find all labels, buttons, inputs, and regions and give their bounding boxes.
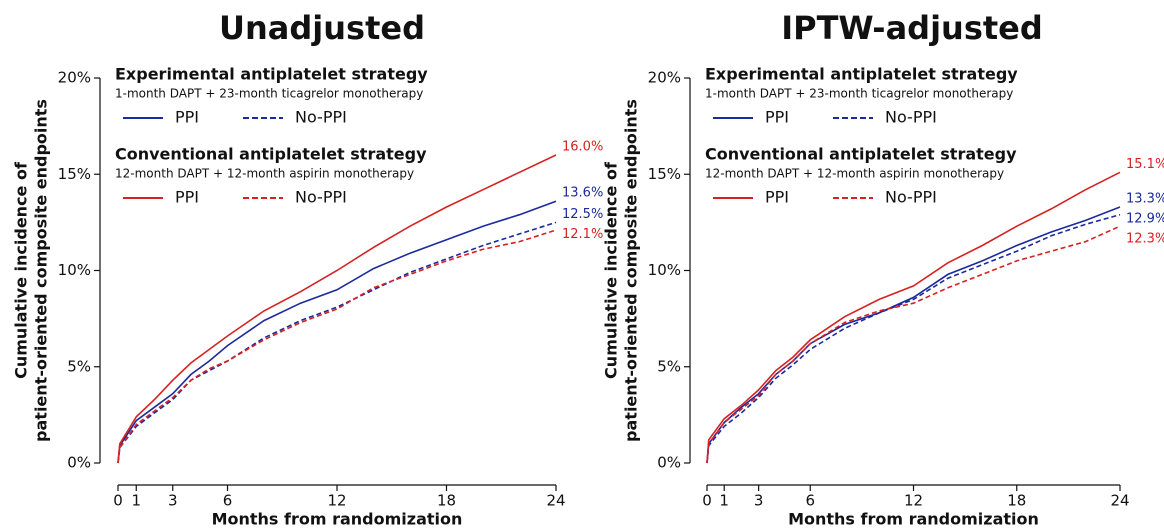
end-label: 16.0% bbox=[562, 140, 603, 155]
legend-group-title: Conventional antiplatelet strategy bbox=[705, 145, 1017, 164]
end-label: 12.5% bbox=[562, 207, 603, 222]
x-axis-label: Months from randomization bbox=[212, 510, 463, 529]
legend-label: PPI bbox=[765, 188, 789, 207]
x-tick-label: 18 bbox=[437, 492, 456, 510]
x-tick-label: 0 bbox=[113, 492, 123, 510]
x-tick-label: 18 bbox=[1007, 492, 1026, 510]
y-tick-label: 20% bbox=[58, 69, 91, 87]
legend-label: No-PPI bbox=[295, 188, 347, 207]
x-tick-label: 12 bbox=[904, 492, 923, 510]
y-tick-label: 0% bbox=[67, 454, 91, 472]
legend-group-title: Conventional antiplatelet strategy bbox=[115, 145, 427, 164]
legend-group-subtitle: 1-month DAPT + 23-month ticagrelor monot… bbox=[705, 87, 1013, 101]
series-line bbox=[117, 229, 557, 464]
series-line bbox=[117, 221, 557, 464]
x-tick-label: 6 bbox=[223, 492, 233, 510]
y-tick-label: 20% bbox=[648, 69, 681, 87]
y-tick-label: 5% bbox=[657, 357, 681, 375]
legend-label: PPI bbox=[765, 108, 789, 127]
legend-label: PPI bbox=[175, 108, 199, 127]
x-tick-label: 1 bbox=[131, 492, 141, 510]
x-tick-label: 12 bbox=[327, 492, 346, 510]
x-tick-label: 6 bbox=[805, 492, 815, 510]
end-label: 13.3% bbox=[1126, 191, 1164, 206]
y-tick-label: 0% bbox=[657, 454, 681, 472]
series-line bbox=[117, 200, 557, 464]
series-line bbox=[117, 154, 557, 464]
x-axis-label: Months from randomization bbox=[788, 510, 1039, 529]
end-label: 13.6% bbox=[562, 186, 603, 201]
x-tick-label: 1 bbox=[719, 492, 729, 510]
legend-group-subtitle: 12-month DAPT + 12-month aspirin monothe… bbox=[705, 167, 1004, 181]
y-tick-label: 15% bbox=[58, 165, 91, 183]
legend-group-subtitle: 12-month DAPT + 12-month aspirin monothe… bbox=[115, 167, 414, 181]
end-label: 15.1% bbox=[1126, 157, 1164, 172]
chart-title: Unadjusted bbox=[219, 9, 425, 47]
y-axis-label: patient-oriented composite endpoints bbox=[622, 99, 641, 442]
legend-group-subtitle: 1-month DAPT + 23-month ticagrelor monot… bbox=[115, 87, 423, 101]
series-line bbox=[706, 213, 1121, 464]
end-label: 12.3% bbox=[1126, 231, 1164, 246]
series-line bbox=[706, 225, 1121, 464]
end-label: 12.1% bbox=[562, 227, 603, 242]
x-tick-label: 0 bbox=[702, 492, 712, 510]
x-tick-label: 24 bbox=[546, 492, 565, 510]
y-axis-label: Cumulative incidence of bbox=[12, 161, 31, 379]
y-axis-label: Cumulative incidence of bbox=[602, 161, 621, 379]
x-tick-label: 3 bbox=[168, 492, 178, 510]
legend-group-title: Experimental antiplatelet strategy bbox=[115, 65, 428, 84]
series-line bbox=[706, 206, 1121, 464]
chart-title: IPTW-adjusted bbox=[781, 9, 1043, 47]
legend-label: No-PPI bbox=[295, 108, 347, 127]
y-tick-label: 10% bbox=[648, 261, 681, 279]
y-axis-label: patient-oriented composite endpoints bbox=[32, 99, 51, 442]
legend-label: No-PPI bbox=[885, 188, 937, 207]
legend-group-title: Experimental antiplatelet strategy bbox=[705, 65, 1018, 84]
series-line bbox=[706, 171, 1121, 464]
legend-label: No-PPI bbox=[885, 108, 937, 127]
end-label: 12.9% bbox=[1126, 211, 1164, 226]
y-tick-label: 5% bbox=[67, 357, 91, 375]
y-tick-label: 15% bbox=[648, 165, 681, 183]
legend-label: PPI bbox=[175, 188, 199, 207]
x-tick-label: 24 bbox=[1110, 492, 1129, 510]
y-tick-label: 10% bbox=[58, 261, 91, 279]
x-tick-label: 3 bbox=[754, 492, 764, 510]
